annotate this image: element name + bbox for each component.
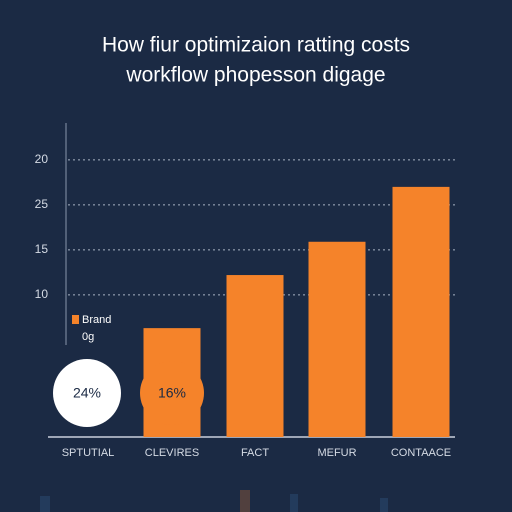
annotation-label: 24% <box>73 385 101 401</box>
chart-title: How fiur optimizaion ratting costs <box>102 34 410 57</box>
chart-title: workflow phopesson digage <box>125 64 385 87</box>
decoration <box>40 490 388 512</box>
bar <box>392 186 450 437</box>
bar <box>308 241 366 437</box>
decor-bar <box>380 498 388 512</box>
annotation-label: 16% <box>158 385 186 401</box>
y-tick-label: 10 <box>35 287 49 301</box>
decor-bar <box>290 494 298 512</box>
x-tick-label: CONTAACE <box>391 447 451 459</box>
x-tick-label: SPTUTIAL <box>62 447 115 459</box>
legend-note: 0g <box>82 331 94 343</box>
x-tick-label: CLEVIRES <box>145 447 199 459</box>
decor-bar <box>240 490 250 512</box>
x-tick-label: FACT <box>241 447 269 459</box>
annotation-circle <box>53 359 121 427</box>
annotation-circle <box>140 361 204 425</box>
y-tick-label: 15 <box>35 242 49 256</box>
decor-bar <box>40 496 50 512</box>
y-tick-label: 25 <box>35 197 49 211</box>
legend-swatch <box>72 315 79 324</box>
y-tick-label: 20 <box>35 152 49 166</box>
x-tick-label: MEFUR <box>317 447 356 459</box>
bar <box>226 275 284 437</box>
legend-label: Brand <box>82 314 111 326</box>
